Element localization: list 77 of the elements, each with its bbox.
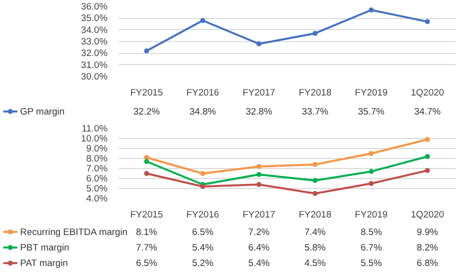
y-tick-label: 7.0% [86, 164, 108, 174]
x-tick-label: FY2016 [186, 88, 220, 98]
data-label: 5.8% [304, 242, 326, 252]
x-tick-label: FY2019 [354, 88, 388, 98]
x-tick-label: FY2017 [242, 210, 276, 220]
point [424, 19, 430, 24]
data-label: 35.7% [358, 106, 384, 116]
data-label: 5.4% [192, 242, 214, 252]
point [368, 151, 374, 156]
y-tick-label: 6.0% [86, 174, 108, 184]
data-label: 6.5% [136, 258, 158, 268]
point [256, 172, 262, 177]
x-tick-label: 1Q2020 [410, 88, 444, 98]
x-tick-label: FY2019 [354, 210, 388, 220]
y-tick-label: 5.0% [86, 184, 108, 194]
point [424, 137, 430, 142]
data-label: 8.2% [416, 242, 438, 252]
point [256, 182, 262, 187]
legend-label: PAT margin [20, 258, 68, 268]
data-label: 34.8% [190, 106, 216, 116]
data-label: 7.4% [304, 226, 326, 237]
x-tick-label: FY2015 [130, 210, 163, 220]
point [424, 168, 430, 173]
point [144, 171, 150, 176]
data-label: 4.5% [304, 258, 326, 268]
y-tick-label: 4.0% [86, 194, 108, 204]
legend-label: GP margin [20, 106, 65, 116]
data-label: 5.5% [360, 258, 382, 268]
data-label: 9.9% [416, 226, 438, 237]
y-tick-label: 31.0% [81, 60, 108, 70]
data-label: 8.1% [136, 226, 158, 237]
data-label: 6.5% [192, 226, 214, 237]
y-tick-label: 33.0% [81, 36, 108, 46]
x-tick-label: FY2016 [186, 210, 220, 220]
y-tick-label: 32.0% [81, 48, 108, 58]
data-label: 7.7% [136, 242, 158, 252]
x-tick-label: 1Q2020 [410, 210, 444, 220]
data-label: 34.7% [414, 106, 441, 116]
point [312, 30, 318, 36]
data-label: 6.8% [416, 258, 438, 268]
y-tick-label: 34.0% [81, 24, 108, 35]
data-label: 32.2% [133, 106, 160, 116]
data-label: 5.2% [192, 258, 214, 268]
point [144, 48, 150, 54]
point [368, 169, 374, 174]
point [144, 155, 150, 160]
legend-label: PBT margin [20, 242, 70, 252]
point [256, 164, 262, 169]
y-tick-label: 8.0% [86, 154, 108, 164]
point [200, 18, 206, 23]
point [424, 154, 430, 159]
data-label: 5.4% [248, 258, 270, 268]
y-tick-label: 30.0% [81, 72, 108, 82]
y-tick-label: 9.0% [86, 144, 108, 154]
point [256, 41, 262, 46]
point [312, 191, 318, 196]
point [368, 181, 374, 186]
point [144, 159, 150, 164]
point [368, 8, 374, 12]
y-tick-label: 11.0% [82, 124, 108, 134]
point [200, 171, 206, 176]
y-tick-label: 35.0% [81, 13, 108, 24]
data-label: 7.2% [248, 226, 270, 237]
y-tick-label: 10.0% [81, 134, 108, 144]
data-label: 32.8% [246, 106, 272, 116]
y-tick-label: 36.0% [81, 2, 108, 12]
data-label: 33.7% [302, 106, 328, 116]
data-label: 8.5% [360, 226, 382, 237]
x-tick-label: FY2017 [242, 88, 276, 98]
x-tick-label: FY2018 [298, 88, 332, 98]
data-label: 6.4% [248, 242, 270, 252]
data-label: 6.7% [360, 242, 382, 252]
x-tick-label: FY2018 [298, 210, 332, 220]
x-tick-label: FY2015 [130, 88, 163, 98]
legend-label: Recurring EBITDA margin [20, 226, 128, 237]
point [312, 162, 318, 167]
point [312, 178, 318, 183]
